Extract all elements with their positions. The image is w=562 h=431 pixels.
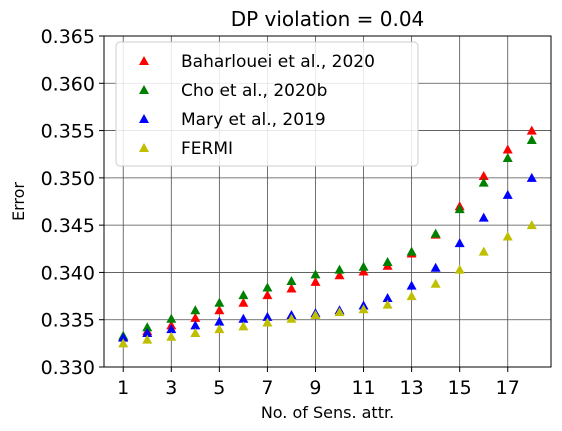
data-point [502, 152, 513, 162]
data-point [502, 189, 513, 199]
data-point [286, 313, 297, 323]
x-axis-label: No. of Sens. attr. [261, 403, 394, 422]
data-point [142, 327, 153, 337]
legend-marker [139, 85, 149, 94]
data-point [238, 313, 249, 323]
x-tick-label: 13 [400, 377, 424, 399]
data-point [214, 297, 225, 307]
data-point [142, 322, 153, 332]
data-point [118, 332, 129, 342]
x-tick-label: 15 [448, 377, 472, 399]
data-point [262, 282, 273, 292]
x-tick-label: 5 [213, 377, 225, 399]
data-point [190, 327, 201, 337]
y-tick-label: 0.365 [41, 26, 95, 48]
legend-box [115, 41, 419, 167]
data-point [214, 324, 225, 334]
data-point [238, 290, 249, 300]
data-point [214, 305, 225, 315]
data-point [310, 269, 321, 279]
data-point [262, 290, 273, 300]
data-point [382, 299, 393, 309]
data-point [526, 135, 537, 145]
data-point [358, 304, 369, 314]
y-tick-label: 0.330 [41, 357, 95, 379]
data-point [478, 246, 489, 256]
y-tick-label: 0.355 [41, 121, 95, 143]
plot-area-frame [103, 35, 552, 368]
chart-title: DP violation = 0.04 [231, 7, 425, 31]
data-point [478, 212, 489, 222]
data-point [454, 238, 465, 248]
legend-label: FERMI [181, 139, 233, 159]
y-axis-label: Error [9, 182, 28, 221]
x-tick-label: 17 [496, 377, 520, 399]
data-point [286, 283, 297, 293]
data-point [238, 321, 249, 331]
data-point [310, 309, 321, 319]
x-tick-label: 3 [165, 377, 177, 399]
data-point [358, 261, 369, 271]
y-tick-label: 0.350 [41, 168, 95, 190]
data-point [334, 270, 345, 280]
data-point [190, 312, 201, 322]
data-point [478, 177, 489, 187]
data-point [478, 170, 489, 180]
data-points [118, 125, 537, 348]
data-point [190, 305, 201, 315]
legend: Baharlouei et al., 2020 Cho et al., 2020b… [115, 41, 419, 167]
data-point [334, 264, 345, 274]
data-point [502, 231, 513, 241]
data-point [526, 125, 537, 135]
x-tick-label: 9 [309, 377, 321, 399]
data-point [502, 144, 513, 154]
y-tick-label: 0.345 [41, 215, 95, 237]
data-point [142, 334, 153, 344]
data-point [286, 275, 297, 285]
data-point [430, 278, 441, 288]
legend-marker [139, 143, 149, 152]
data-point [454, 264, 465, 274]
data-point [526, 220, 537, 230]
x-tick-label: 11 [351, 377, 375, 399]
axis-ticks: 1 3 5 7 9 11 13 15 170.3300.3350.3400.3450.3500.… [41, 26, 520, 399]
data-point [166, 331, 177, 341]
data-point [262, 311, 273, 321]
data-point [526, 172, 537, 182]
data-point [334, 307, 345, 317]
data-point [358, 266, 369, 276]
data-point [430, 228, 441, 238]
data-point [406, 291, 417, 301]
data-point [406, 280, 417, 290]
data-point [310, 276, 321, 286]
legend-label: Cho et al., 2020b [181, 81, 327, 101]
data-point [214, 316, 225, 326]
data-point [454, 204, 465, 214]
data-point [430, 262, 441, 272]
legend-marker [139, 114, 149, 123]
data-point [262, 317, 273, 327]
x-tick-label: 1 [117, 377, 129, 399]
series-4-points [118, 220, 537, 348]
y-tick-label: 0.360 [41, 73, 95, 95]
legend-label: Baharlouei et al., 2020 [181, 52, 375, 72]
data-point [238, 297, 249, 307]
data-point [190, 320, 201, 330]
y-tick-label: 0.335 [41, 310, 95, 332]
data-point [166, 313, 177, 323]
y-tick-label: 0.340 [41, 262, 95, 284]
data-point [382, 292, 393, 302]
legend-marker [139, 56, 149, 65]
data-point [406, 246, 417, 256]
data-point [166, 324, 177, 334]
x-tick-label: 7 [261, 377, 273, 399]
legend-label: Mary et al., 2019 [181, 110, 326, 130]
data-point [118, 338, 129, 348]
data-point [382, 257, 393, 267]
